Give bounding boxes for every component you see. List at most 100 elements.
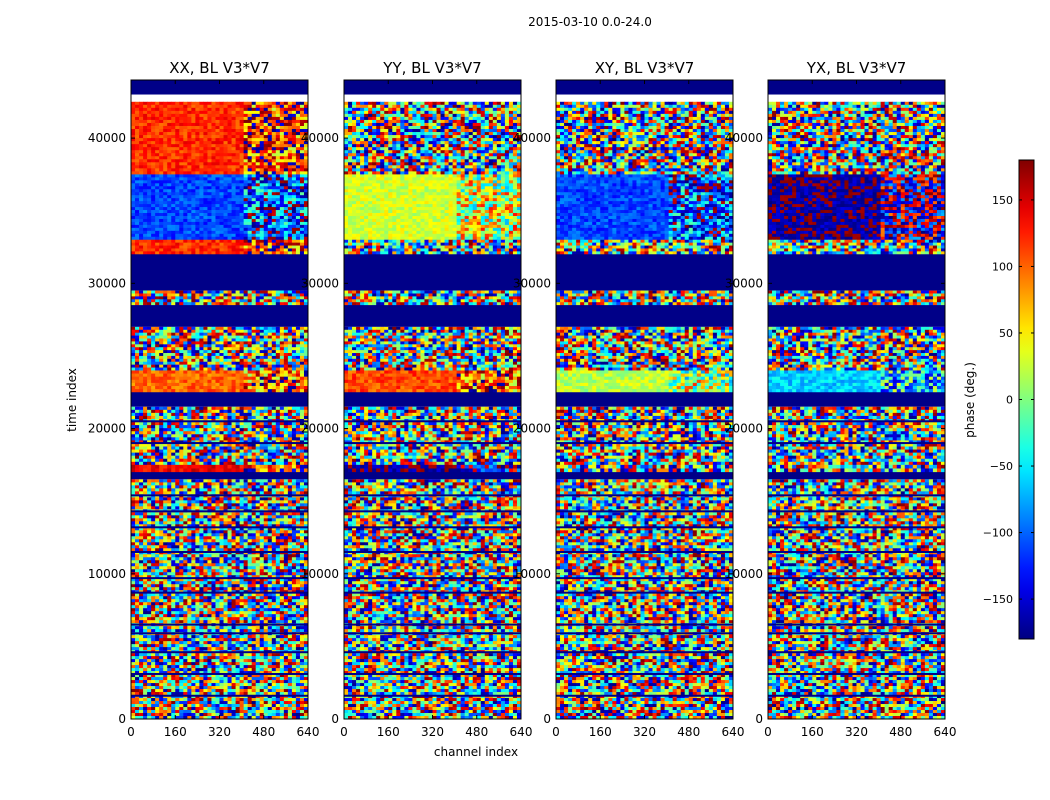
cell	[139, 409, 144, 414]
cell	[243, 353, 249, 357]
cell	[151, 129, 156, 133]
cell	[303, 464, 308, 469]
cell	[191, 248, 196, 252]
cell	[163, 358, 168, 363]
cell	[271, 512, 277, 516]
cell	[279, 122, 285, 127]
cell	[219, 355, 224, 360]
cell	[291, 329, 297, 334]
cell	[131, 449, 136, 454]
cell	[215, 147, 220, 151]
cell	[259, 497, 265, 501]
cell	[147, 518, 152, 522]
cell	[167, 171, 172, 175]
cell	[183, 497, 188, 501]
cell	[303, 195, 308, 199]
cell	[263, 488, 269, 492]
cell	[263, 125, 269, 130]
cell	[139, 358, 144, 363]
cell	[195, 180, 200, 184]
cell	[219, 159, 224, 163]
cell	[247, 213, 253, 217]
cell	[199, 386, 204, 390]
cell	[235, 242, 241, 246]
cell	[247, 198, 253, 202]
cell	[271, 422, 277, 426]
cell	[131, 367, 136, 371]
cell	[179, 242, 184, 246]
cell	[179, 389, 184, 393]
cell	[283, 299, 289, 303]
cell	[199, 329, 204, 334]
cell	[287, 159, 293, 163]
cell	[271, 159, 277, 163]
cell	[187, 245, 192, 249]
cell	[243, 464, 249, 469]
cell	[175, 468, 180, 473]
cell	[247, 497, 253, 501]
cell	[179, 113, 184, 118]
cell	[155, 141, 160, 145]
cell	[283, 119, 289, 124]
cell	[283, 122, 289, 127]
cell	[199, 104, 204, 109]
cell	[299, 192, 305, 196]
cell	[171, 177, 176, 181]
cell	[143, 141, 148, 145]
cell	[227, 198, 232, 202]
cell	[167, 422, 172, 426]
cell	[295, 347, 301, 351]
cell	[175, 382, 180, 387]
cell	[263, 144, 269, 148]
cell	[171, 201, 176, 205]
cell	[303, 198, 308, 202]
cell	[191, 452, 196, 457]
cell	[291, 434, 297, 438]
cell	[163, 503, 168, 507]
cell	[191, 389, 196, 393]
cell	[255, 458, 261, 463]
cell	[151, 116, 156, 121]
cell	[215, 174, 220, 178]
cell	[203, 431, 208, 435]
cell	[279, 218, 285, 223]
cell	[203, 224, 208, 229]
cell	[179, 186, 184, 190]
cell	[195, 168, 200, 172]
cell	[171, 353, 176, 357]
cell	[231, 210, 236, 214]
cell	[159, 412, 164, 417]
cell	[155, 406, 160, 411]
cell	[207, 299, 212, 303]
cell	[227, 446, 232, 450]
cell	[147, 488, 152, 492]
cell	[247, 464, 253, 469]
cell	[131, 412, 136, 417]
cell	[135, 455, 140, 460]
cell	[251, 443, 257, 447]
cell	[139, 141, 144, 145]
cell	[255, 129, 261, 133]
cell	[255, 452, 261, 457]
cell	[271, 503, 277, 507]
cell	[183, 156, 188, 160]
cell	[219, 468, 224, 473]
cell	[231, 119, 236, 124]
cell	[199, 425, 204, 429]
cell	[251, 500, 257, 504]
cell	[151, 482, 156, 486]
cell	[143, 168, 148, 172]
cell	[179, 361, 184, 366]
cell	[219, 162, 224, 166]
cell	[259, 464, 265, 469]
cell	[143, 415, 148, 420]
cell	[251, 406, 257, 411]
cell	[191, 406, 196, 411]
cell	[259, 213, 265, 217]
cell	[135, 104, 140, 109]
cell	[231, 434, 236, 438]
cell	[283, 210, 289, 214]
cell	[263, 455, 269, 460]
cell	[227, 213, 232, 217]
